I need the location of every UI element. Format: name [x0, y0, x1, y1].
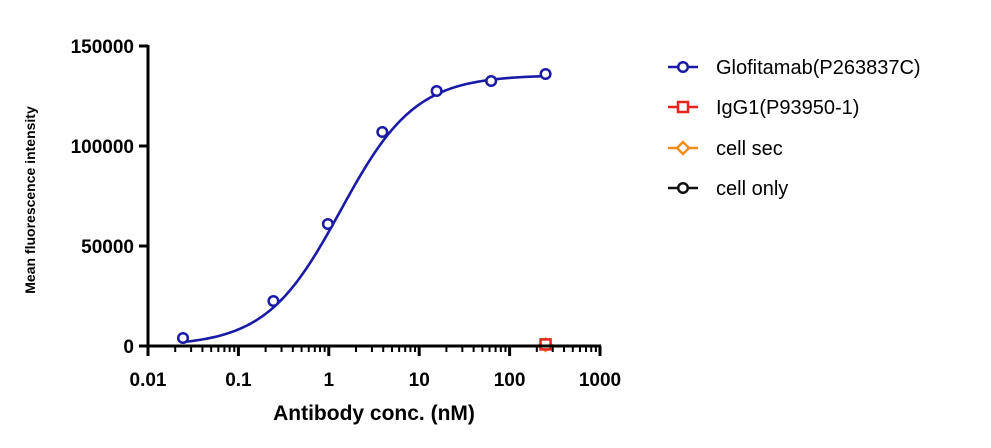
y-tick-label: 50000 — [81, 237, 134, 258]
legend-label: IgG1(P93950-1) — [716, 97, 859, 119]
x-tick-label: 10 — [409, 370, 430, 391]
x-tick-label: 1 — [324, 370, 335, 391]
y-tick-label: 150000 — [71, 37, 134, 58]
data-point — [321, 217, 334, 231]
series-curve — [182, 74, 546, 344]
data-point — [539, 67, 552, 81]
legend-marker — [675, 140, 691, 156]
y-tick-label: 0 — [123, 337, 134, 358]
y-tick-label: 100000 — [71, 137, 134, 158]
legend-marker — [676, 181, 690, 195]
legend: Glofitamab(P263837C) IgG1(P93950-1) cell s… — [668, 57, 921, 200]
legend-label: cell only — [716, 178, 788, 200]
plot-area — [176, 67, 554, 353]
x-tick-label: 0.01 — [130, 370, 167, 391]
legend-item: cell sec — [668, 138, 783, 160]
legend-marker — [676, 60, 690, 74]
legend-label: Glofitamab(P263837C) — [716, 57, 921, 79]
data-point — [485, 74, 498, 88]
data-point — [376, 125, 389, 139]
data-point — [267, 294, 280, 308]
x-tick-label: 100 — [494, 370, 526, 391]
data-point — [539, 338, 552, 351]
legend-item: cell only — [668, 178, 788, 200]
legend-marker — [676, 100, 690, 114]
legend-item: Glofitamab(P263837C) — [668, 57, 921, 79]
x-tick-label: 0.1 — [225, 370, 252, 391]
x-tick-label: 1000 — [579, 370, 621, 391]
axes: 0 50000 100000 150000 0.01 0.1 1 10 100 1000 — [71, 37, 622, 391]
legend-item: IgG1(P93950-1) — [668, 97, 859, 119]
data-point — [176, 331, 190, 345]
legend-label: cell sec — [716, 138, 783, 160]
data-point — [430, 84, 443, 98]
y-axis-title: Mean fluorescence intensity — [22, 106, 38, 294]
x-axis-title: Antibody conc. (nM) — [273, 402, 475, 425]
